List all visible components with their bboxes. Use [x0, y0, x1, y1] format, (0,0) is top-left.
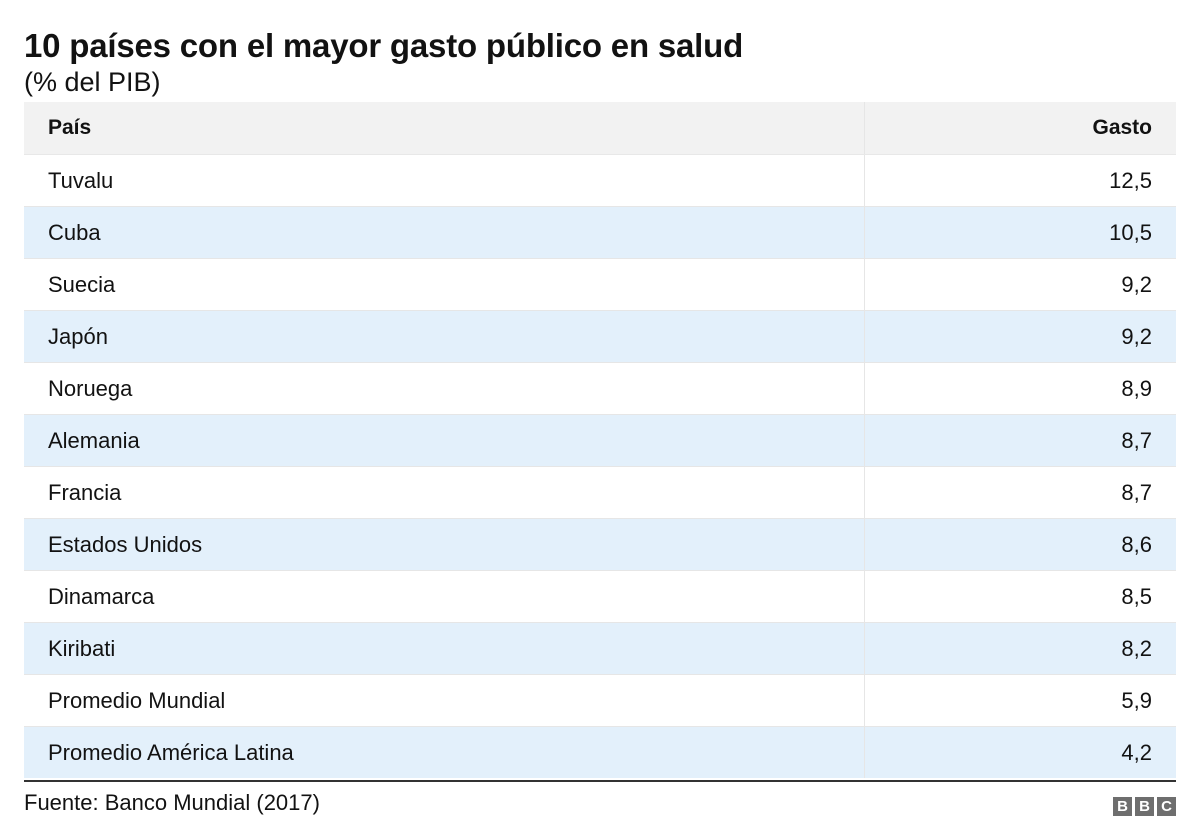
- value-cell: 8,7: [864, 466, 1176, 519]
- table-row: Promedio Mundial 5,9: [24, 674, 1176, 727]
- country-cell: Promedio América Latina: [24, 726, 865, 778]
- value-cell: 8,6: [864, 518, 1176, 571]
- table-row: Estados Unidos 8,6: [24, 518, 1176, 571]
- table-row: Francia 8,7: [24, 466, 1176, 519]
- table-row: Promedio América Latina 4,2: [24, 726, 1176, 778]
- chart-container: 10 países con el mayor gasto público en …: [24, 26, 1176, 816]
- country-cell: Noruega: [24, 362, 865, 415]
- country-cell: Promedio Mundial: [24, 674, 865, 727]
- value-cell: 9,2: [864, 310, 1176, 363]
- table-body: Tuvalu 12,5 Cuba 10,5 Suecia 9,2 Japón 9,2 Norue…: [24, 154, 1176, 778]
- table-row: Japón 9,2: [24, 310, 1176, 363]
- country-cell: Kiribati: [24, 622, 865, 675]
- column-header-pais: País: [24, 102, 865, 155]
- country-cell: Suecia: [24, 258, 865, 311]
- table-row: Cuba 10,5: [24, 206, 1176, 259]
- column-header-gasto: Gasto: [864, 102, 1176, 155]
- table-row: Suecia 9,2: [24, 258, 1176, 311]
- country-cell: Francia: [24, 466, 865, 519]
- table-row: Alemania 8,7: [24, 414, 1176, 467]
- bbc-logo-letter: C: [1157, 796, 1176, 816]
- table-row: Kiribati 8,2: [24, 622, 1176, 675]
- country-cell: Tuvalu: [24, 154, 865, 207]
- bbc-logo: B B C: [1113, 796, 1176, 816]
- value-cell: 10,5: [864, 206, 1176, 259]
- value-cell: 9,2: [864, 258, 1176, 311]
- country-cell: Cuba: [24, 206, 865, 259]
- bbc-logo-letter: B: [1135, 796, 1154, 816]
- bbc-logo-letter: B: [1113, 796, 1132, 816]
- data-table: País Gasto Tuvalu 12,5 Cuba 10,5 Suecia 9,2 Ja…: [24, 102, 1176, 778]
- chart-subtitle: (% del PIB): [24, 67, 161, 97]
- value-cell: 5,9: [864, 674, 1176, 727]
- table-row: Tuvalu 12,5: [24, 154, 1176, 207]
- country-cell: Estados Unidos: [24, 518, 865, 571]
- value-cell: 8,9: [864, 362, 1176, 415]
- table-header-row: País Gasto: [24, 102, 1176, 155]
- value-cell: 8,2: [864, 622, 1176, 675]
- footer: Fuente: Banco Mundial (2017) B B C: [24, 790, 1176, 816]
- bottom-rule: [24, 780, 1176, 782]
- table-row: Dinamarca 8,5: [24, 570, 1176, 623]
- country-cell: Japón: [24, 310, 865, 363]
- country-cell: Alemania: [24, 414, 865, 467]
- value-cell: 4,2: [864, 726, 1176, 778]
- table-row: Noruega 8,9: [24, 362, 1176, 415]
- value-cell: 8,7: [864, 414, 1176, 467]
- source-note: Fuente: Banco Mundial (2017): [24, 790, 320, 815]
- country-cell: Dinamarca: [24, 570, 865, 623]
- chart-title: 10 países con el mayor gasto público en …: [24, 27, 744, 64]
- value-cell: 12,5: [864, 154, 1176, 207]
- value-cell: 8,5: [864, 570, 1176, 623]
